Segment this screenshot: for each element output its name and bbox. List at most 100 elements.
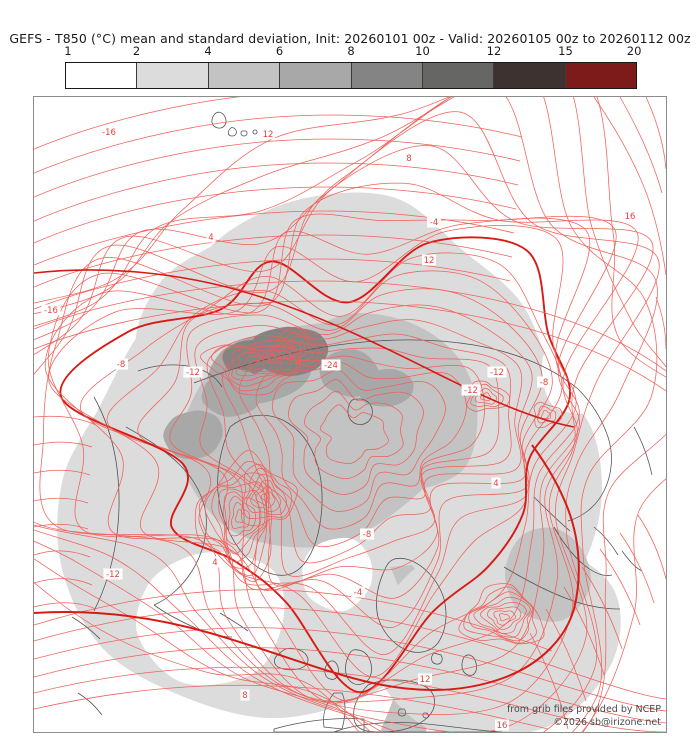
colorbar-tick-15: 15 <box>558 44 573 58</box>
contour-line <box>241 463 298 527</box>
contour-line <box>34 550 91 558</box>
contour-line <box>34 258 511 310</box>
contour-line <box>533 401 563 428</box>
contour-line <box>34 300 666 392</box>
contour-labels: -16 12 8 -4 4 12 16 -16 -8 -12 -24 -12 -8 -12 -12 4 8 4 -4… <box>41 126 637 731</box>
contour-line <box>288 379 424 495</box>
colorbar-tick-6: 6 <box>275 44 284 58</box>
contour-line <box>468 591 533 642</box>
contour-label-halo <box>623 210 637 222</box>
coastline <box>193 339 579 390</box>
contour-line <box>34 684 549 730</box>
contour-line <box>222 347 297 387</box>
contour-line <box>655 296 666 350</box>
contour-line <box>250 479 282 513</box>
contour-label: 16 <box>497 721 508 731</box>
contour-label-halo <box>103 568 123 580</box>
contour-label: -8 <box>117 360 125 370</box>
contour-line <box>645 97 666 170</box>
contour-line <box>243 468 292 520</box>
contour-line <box>235 351 282 377</box>
contour-line <box>231 502 250 530</box>
coastline <box>533 496 571 532</box>
contour-line <box>228 495 256 537</box>
contour-line <box>200 339 302 396</box>
contour-line <box>234 509 245 523</box>
contour-line <box>34 589 553 652</box>
contour-label: -16 <box>44 306 58 316</box>
colorbar-segment-4-6 <box>208 63 281 88</box>
sd-band-8-10 <box>222 339 272 375</box>
contour-label-halo <box>210 556 220 568</box>
colorbar-segment-12-15 <box>494 63 566 88</box>
contour-line <box>34 415 97 426</box>
contour-line <box>211 345 300 392</box>
contour-line <box>34 145 654 715</box>
contour-line <box>34 234 513 288</box>
map-canvas[interactable]: -16 12 8 -4 4 12 16 -16 -8 -12 -24 -12 -8 -12 -12 4 8 4 -4… <box>33 96 667 733</box>
colorbar-tick-labels: 1 2 4 6 8 10 12 15 20 <box>64 44 641 60</box>
contour-label-halo <box>461 384 481 396</box>
contour-line <box>479 602 527 634</box>
colorbar-tick-2: 2 <box>132 44 141 58</box>
contour-line <box>34 441 93 448</box>
contour-label: 12 <box>263 130 274 140</box>
contour-line <box>34 497 89 504</box>
colorbar-segment-6-8 <box>280 63 352 88</box>
contour-label-halo <box>418 673 432 685</box>
contour-line <box>272 369 446 512</box>
colorbar-tick-12: 12 <box>486 44 502 58</box>
contour-line <box>34 602 97 610</box>
sd-band-6-8 <box>163 410 223 459</box>
contour-line <box>218 488 266 555</box>
contour-label: 16 <box>625 212 636 222</box>
colorbar-tick-10: 10 <box>415 44 430 58</box>
contour-label-halo <box>495 719 509 731</box>
contour-line <box>637 514 666 580</box>
contour-label: -12 <box>464 386 478 396</box>
colorbar-tick-8: 8 <box>347 44 355 58</box>
coastline <box>461 654 477 676</box>
contour-line <box>599 548 641 626</box>
coastline <box>567 388 612 522</box>
contour-line <box>34 280 666 372</box>
contour-line <box>593 97 666 276</box>
contour-line <box>463 586 537 644</box>
colorbar-segments <box>65 62 637 89</box>
contour-line <box>34 578 93 586</box>
contour-label-halo <box>360 528 374 540</box>
contour-line <box>238 355 485 547</box>
contour-label: -12 <box>490 368 504 378</box>
contour-label-halo <box>487 366 507 378</box>
coastline <box>593 526 619 556</box>
contour-line <box>34 97 666 732</box>
contour-label: -16 <box>102 128 116 138</box>
contour-line <box>34 647 666 724</box>
coastline <box>227 127 237 137</box>
contour-line <box>247 359 264 370</box>
contour-line <box>255 485 276 508</box>
colorbar-segment-8-10 <box>351 63 423 88</box>
contour-line <box>255 362 467 530</box>
contour-line <box>34 111 660 732</box>
colorbar-segment-10-12 <box>422 63 495 88</box>
coastline <box>252 129 258 135</box>
contour-line <box>563 586 605 676</box>
contour-label-halo <box>183 366 203 378</box>
contour-label: 8 <box>406 154 411 164</box>
contour-label: 4 <box>493 479 498 489</box>
contour-label-halo <box>404 152 414 164</box>
coastline <box>397 708 407 717</box>
coastline <box>376 557 447 653</box>
contour-line <box>529 632 569 730</box>
colorbar-tick-20: 20 <box>626 44 642 58</box>
contour-line <box>289 344 302 354</box>
contour-line <box>540 410 551 420</box>
contour-line <box>34 210 515 266</box>
contour-line <box>545 608 587 702</box>
contour-line <box>498 613 511 622</box>
contour-line <box>194 450 272 582</box>
contour-label-halo <box>41 304 61 316</box>
contour-label-halo <box>427 216 441 228</box>
